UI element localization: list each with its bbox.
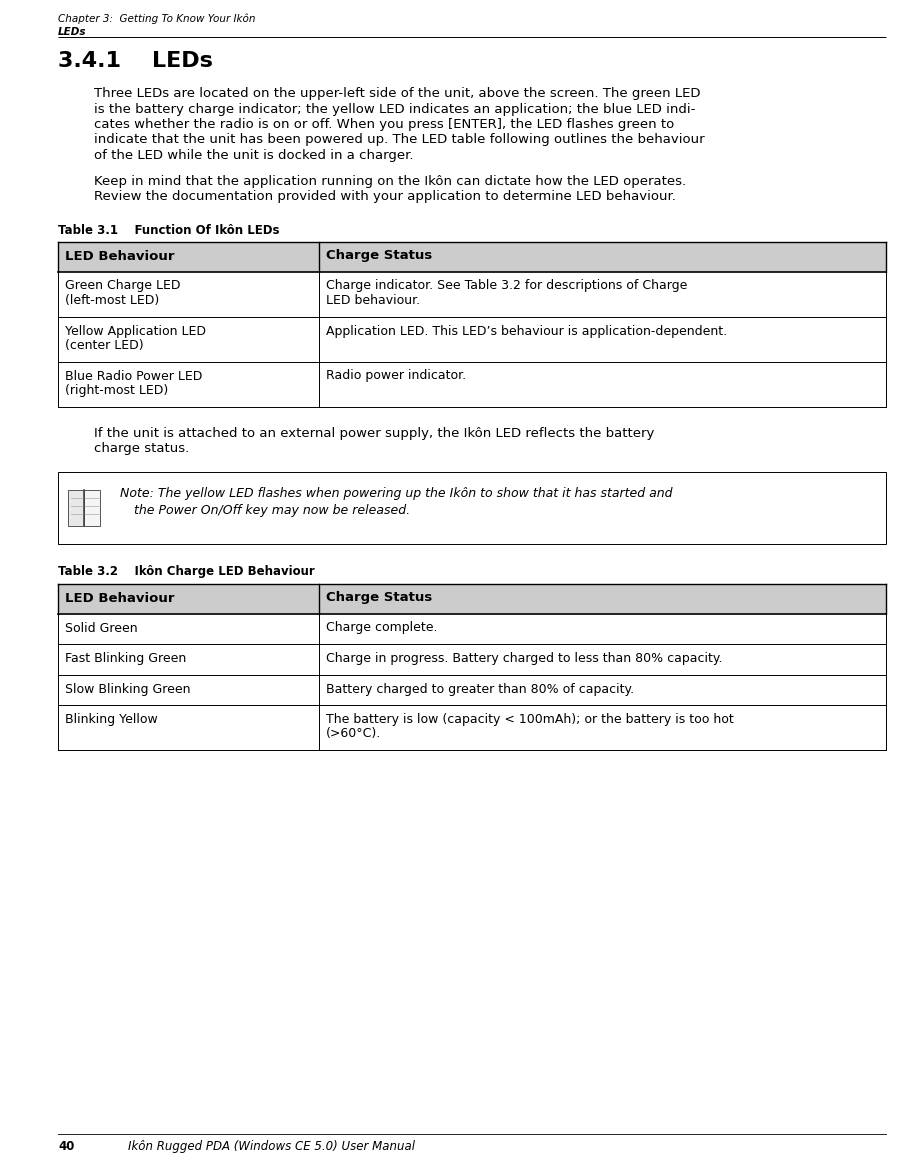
- Text: of the LED while the unit is docked in a charger.: of the LED while the unit is docked in a…: [94, 149, 414, 162]
- Text: LED behaviour.: LED behaviour.: [326, 294, 419, 307]
- Bar: [58, 472, 886, 544]
- Bar: [68, 489, 84, 525]
- Bar: [58, 316, 886, 361]
- Text: LEDs: LEDs: [58, 27, 87, 37]
- Text: Keep in mind that the application running on the Ikôn can dictate how the LED op: Keep in mind that the application runnin…: [94, 174, 687, 187]
- Text: is the battery charge indicator; the yellow LED indicates an application; the bl: is the battery charge indicator; the yel…: [94, 102, 696, 115]
- Bar: [58, 583, 886, 614]
- Bar: [58, 614, 886, 644]
- Text: (>60°C).: (>60°C).: [326, 727, 381, 740]
- Text: Charge complete.: Charge complete.: [326, 622, 437, 634]
- Text: the Power On/Off key may now be released.: the Power On/Off key may now be released…: [134, 504, 410, 517]
- Text: Fast Blinking Green: Fast Blinking Green: [65, 652, 187, 665]
- Bar: [58, 705, 886, 749]
- Text: Slow Blinking Green: Slow Blinking Green: [65, 682, 190, 696]
- Bar: [58, 242, 886, 272]
- Text: (center LED): (center LED): [65, 339, 143, 352]
- Text: Application LED. This LED’s behaviour is application-dependent.: Application LED. This LED’s behaviour is…: [326, 324, 727, 337]
- Text: Charge indicator. See Table 3.2 for descriptions of Charge: Charge indicator. See Table 3.2 for desc…: [326, 280, 687, 293]
- Text: cates whether the radio is on or off. When you press [ENTER], the LED flashes gr: cates whether the radio is on or off. Wh…: [94, 119, 675, 131]
- Text: Charge in progress. Battery charged to less than 80% capacity.: Charge in progress. Battery charged to l…: [326, 652, 723, 665]
- Text: Three LEDs are located on the upper-left side of the unit, above the screen. The: Three LEDs are located on the upper-left…: [94, 87, 700, 100]
- Text: Charge Status: Charge Status: [326, 591, 432, 604]
- Text: Charge Status: Charge Status: [326, 250, 432, 263]
- Text: Green Charge LED: Green Charge LED: [65, 280, 180, 293]
- Text: Solid Green: Solid Green: [65, 622, 138, 634]
- Bar: [58, 674, 886, 705]
- Text: Ikôn Rugged PDA (Windows CE 5.0) User Manual: Ikôn Rugged PDA (Windows CE 5.0) User Ma…: [128, 1140, 415, 1153]
- Text: Radio power indicator.: Radio power indicator.: [326, 370, 466, 382]
- Text: (right-most LED): (right-most LED): [65, 383, 168, 397]
- Text: Battery charged to greater than 80% of capacity.: Battery charged to greater than 80% of c…: [326, 682, 634, 696]
- Bar: [84, 489, 101, 525]
- Text: Blinking Yellow: Blinking Yellow: [65, 713, 158, 726]
- Text: 3.4.1    LEDs: 3.4.1 LEDs: [58, 51, 213, 71]
- Text: Review the documentation provided with your application to determine LED behavio: Review the documentation provided with y…: [94, 191, 675, 203]
- Bar: [58, 361, 886, 407]
- Bar: [58, 272, 886, 316]
- Text: Yellow Application LED: Yellow Application LED: [65, 324, 206, 337]
- Text: LED Behaviour: LED Behaviour: [65, 591, 175, 604]
- Text: LED Behaviour: LED Behaviour: [65, 250, 175, 263]
- Text: If the unit is attached to an external power supply, the Ikôn LED reflects the b: If the unit is attached to an external p…: [94, 426, 654, 439]
- Text: Blue Radio Power LED: Blue Radio Power LED: [65, 370, 202, 382]
- Text: 40: 40: [58, 1140, 74, 1153]
- Text: Table 3.2    Ikôn Charge LED Behaviour: Table 3.2 Ikôn Charge LED Behaviour: [58, 566, 315, 579]
- Text: indicate that the unit has been powered up. The LED table following outlines the: indicate that the unit has been powered …: [94, 134, 705, 146]
- Text: Table 3.1    Function Of Ikôn LEDs: Table 3.1 Function Of Ikôn LEDs: [58, 223, 279, 237]
- Text: Note: The yellow LED flashes when powering up the Ikôn to show that it has start: Note: The yellow LED flashes when poweri…: [120, 488, 673, 501]
- Text: Chapter 3:  Getting To Know Your Ikôn: Chapter 3: Getting To Know Your Ikôn: [58, 14, 256, 24]
- Text: charge status.: charge status.: [94, 442, 189, 456]
- Text: The battery is low (capacity < 100mAh); or the battery is too hot: The battery is low (capacity < 100mAh); …: [326, 713, 734, 726]
- Text: (left-most LED): (left-most LED): [65, 294, 159, 307]
- Bar: [58, 644, 886, 674]
